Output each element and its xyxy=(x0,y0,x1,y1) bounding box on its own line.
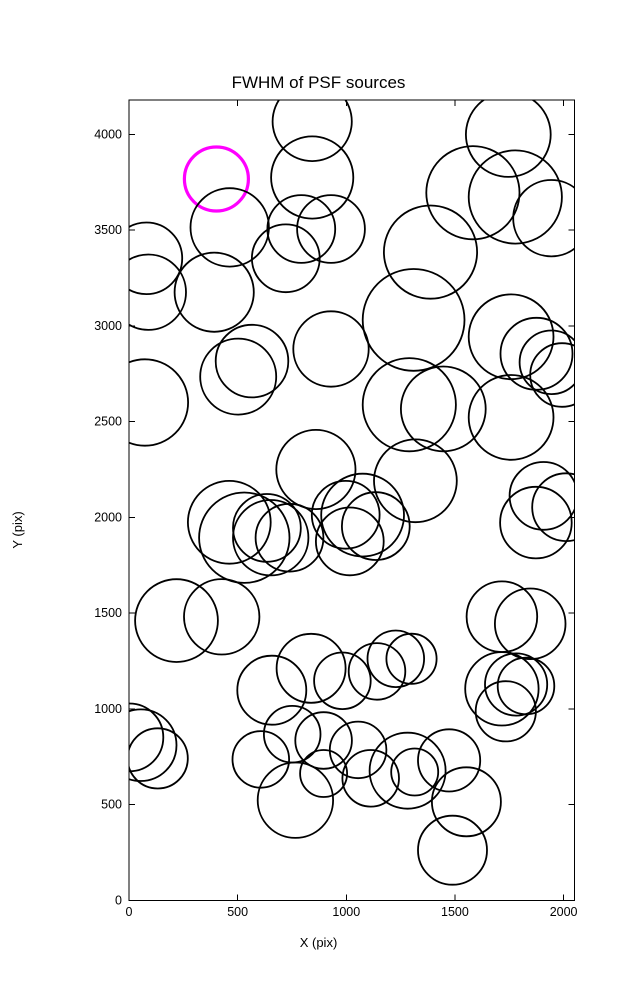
svg-text:Y (pix): Y (pix) xyxy=(10,511,25,548)
svg-text:4000: 4000 xyxy=(94,127,122,141)
svg-text:2500: 2500 xyxy=(94,415,122,429)
svg-text:500: 500 xyxy=(101,798,122,812)
svg-text:0: 0 xyxy=(115,893,122,907)
svg-text:1000: 1000 xyxy=(94,702,122,716)
svg-text:2000: 2000 xyxy=(550,905,578,919)
svg-text:2000: 2000 xyxy=(94,510,122,524)
svg-text:500: 500 xyxy=(227,905,248,919)
svg-text:3000: 3000 xyxy=(94,319,122,333)
svg-text:3500: 3500 xyxy=(94,223,122,237)
svg-text:1500: 1500 xyxy=(94,606,122,620)
svg-text:0: 0 xyxy=(126,905,133,919)
svg-text:1500: 1500 xyxy=(441,905,469,919)
svg-text:1000: 1000 xyxy=(332,905,360,919)
